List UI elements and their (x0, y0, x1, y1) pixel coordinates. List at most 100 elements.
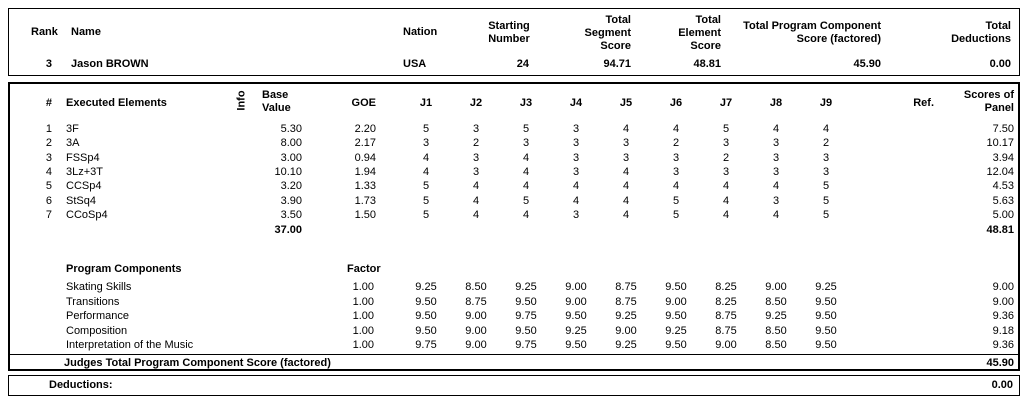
element-judge5-score: 3 (622, 151, 630, 164)
element-name: 3Lz+3T (66, 166, 103, 179)
rank-column-header: Rank (31, 26, 58, 38)
total-element-panel-score: 48.81 (986, 224, 1014, 236)
component-judge1-score: 9.50 (415, 295, 437, 308)
element-judge2-score: 3 (472, 151, 480, 164)
element-judge5-score: 4 (622, 209, 630, 222)
judge-9-column-header: J9 (819, 97, 833, 109)
component-factor: 1.00 (352, 324, 374, 337)
component-judge8-score: 8.50 (765, 339, 787, 352)
component-name: Interpretation of the Music (66, 339, 194, 352)
ref-column-header: Ref. (913, 97, 934, 109)
element-judge1-score: 3 (422, 137, 430, 150)
component-judge9-score: 9.50 (815, 295, 837, 308)
total-program-component-score-column-header: Total Program Component Score (factored) (743, 20, 881, 45)
element-judge9-score: 3 (822, 166, 830, 179)
component-judge7-score: 8.75 (715, 310, 737, 323)
judge-6-column-header: J6 (669, 97, 683, 109)
element-name: CCoSp4 (66, 209, 108, 222)
element-judge7-score: 2 (722, 151, 730, 164)
component-judge4-score: 9.50 (565, 310, 587, 323)
element-base-value: 3.50 (280, 209, 302, 222)
component-judge3-score: 9.75 (515, 339, 537, 352)
component-judge1-score: 9.50 (415, 324, 437, 337)
element-goe: 1.94 (354, 166, 376, 179)
element-judge3-score: 5 (522, 194, 530, 207)
component-judge3-score: 9.75 (515, 310, 537, 323)
element-goe: 2.20 (354, 123, 376, 135)
element-judge7-score: 4 (722, 180, 730, 193)
element-panel-score: 12.04 (986, 166, 1014, 179)
element-judge6-score: 5 (672, 194, 680, 207)
element-judge8-score: 3 (772, 137, 780, 150)
element-judge3-score: 4 (522, 151, 530, 164)
component-panel-score: 9.36 (992, 310, 1014, 323)
component-judge3-score: 9.50 (515, 295, 537, 308)
component-panel-score: 9.00 (992, 281, 1014, 293)
element-panel-score: 4.53 (992, 180, 1014, 193)
element-number: 6 (45, 194, 52, 207)
element-judge6-score: 3 (672, 166, 680, 179)
info-column-header: Info (235, 90, 248, 111)
element-row: 4 3Lz+3T 10.10 1.94 4 3 4 3 4 3 3 3 3 12… (10, 166, 1018, 180)
component-judge7-score: 8.25 (715, 295, 737, 308)
component-judge5-score: 9.25 (615, 339, 637, 352)
nation-column-header: Nation (403, 26, 438, 38)
component-name: Skating Skills (66, 281, 132, 293)
element-judge2-score: 2 (472, 137, 480, 150)
total-element-score-value: 48.81 (693, 58, 721, 70)
judges-details-table: # Executed Elements Info Base Value GOE … (8, 82, 1020, 371)
judge-2-column-header: J2 (469, 97, 483, 109)
element-judge8-score: 3 (772, 194, 780, 207)
component-judge9-score: 9.50 (815, 339, 837, 352)
component-name: Transitions (66, 295, 120, 308)
component-judge8-score: 8.50 (765, 324, 787, 337)
starting-number-value: 24 (516, 58, 529, 70)
component-judge5-score: 9.00 (615, 324, 637, 337)
executed-elements-column-header: Executed Elements (66, 97, 167, 109)
total-base-value: 37.00 (274, 224, 302, 236)
element-judge7-score: 3 (722, 137, 730, 150)
component-judge6-score: 9.00 (665, 295, 687, 308)
goe-column-header: GOE (351, 97, 376, 109)
component-factor: 1.00 (352, 339, 374, 352)
component-judge7-score: 8.75 (715, 324, 737, 337)
starting-number-column-header: Starting Number (488, 20, 530, 45)
element-judge4-score: 3 (572, 166, 580, 179)
component-judge2-score: 8.75 (465, 295, 487, 308)
component-judge8-score: 8.50 (765, 295, 787, 308)
component-factor: 1.00 (352, 281, 374, 293)
element-row: 2 3A 8.00 2.17 3 2 3 3 3 2 3 3 2 10.17 (10, 137, 1018, 151)
element-judge1-score: 5 (422, 180, 430, 193)
deductions-row: Deductions: 0.00 (8, 375, 1020, 396)
judge-5-column-header: J5 (619, 97, 633, 109)
element-name: CCSp4 (66, 180, 102, 193)
element-judge5-score: 4 (622, 166, 630, 179)
component-judge1-score: 9.75 (415, 339, 437, 352)
component-judge4-score: 9.50 (565, 339, 587, 352)
element-judge6-score: 3 (672, 151, 680, 164)
component-judge6-score: 9.25 (665, 324, 687, 337)
element-judge3-score: 5 (522, 123, 530, 135)
deductions-value: 0.00 (991, 379, 1013, 391)
component-panel-score: 9.36 (992, 339, 1014, 352)
components-total-row: Judges Total Program Component Score (fa… (10, 354, 1018, 372)
element-judge1-score: 5 (422, 194, 430, 207)
element-judge9-score: 5 (822, 209, 830, 222)
element-panel-score: 7.50 (992, 123, 1014, 135)
element-row: 7 CCoSp4 3.50 1.50 5 4 4 3 4 5 4 4 5 5.0… (10, 209, 1018, 223)
element-goe: 1.50 (354, 209, 376, 222)
judge-7-column-header: J7 (719, 97, 733, 109)
element-row: 3 FSSp4 3.00 0.94 4 3 4 3 3 3 2 3 3 3.94 (10, 152, 1018, 166)
nation-value: USA (403, 58, 427, 70)
element-judge8-score: 4 (772, 209, 780, 222)
element-judge5-score: 4 (622, 194, 630, 207)
component-judge3-score: 9.50 (515, 324, 537, 337)
element-judge4-score: 4 (572, 180, 580, 193)
element-judge1-score: 5 (422, 123, 430, 135)
element-goe: 1.33 (354, 180, 376, 193)
total-element-score-column-header: Total Element Score (678, 14, 721, 52)
component-judge7-score: 9.00 (715, 339, 737, 352)
judge-3-column-header: J3 (519, 97, 533, 109)
component-judge5-score: 9.25 (615, 310, 637, 323)
component-panel-score: 9.00 (992, 295, 1014, 308)
